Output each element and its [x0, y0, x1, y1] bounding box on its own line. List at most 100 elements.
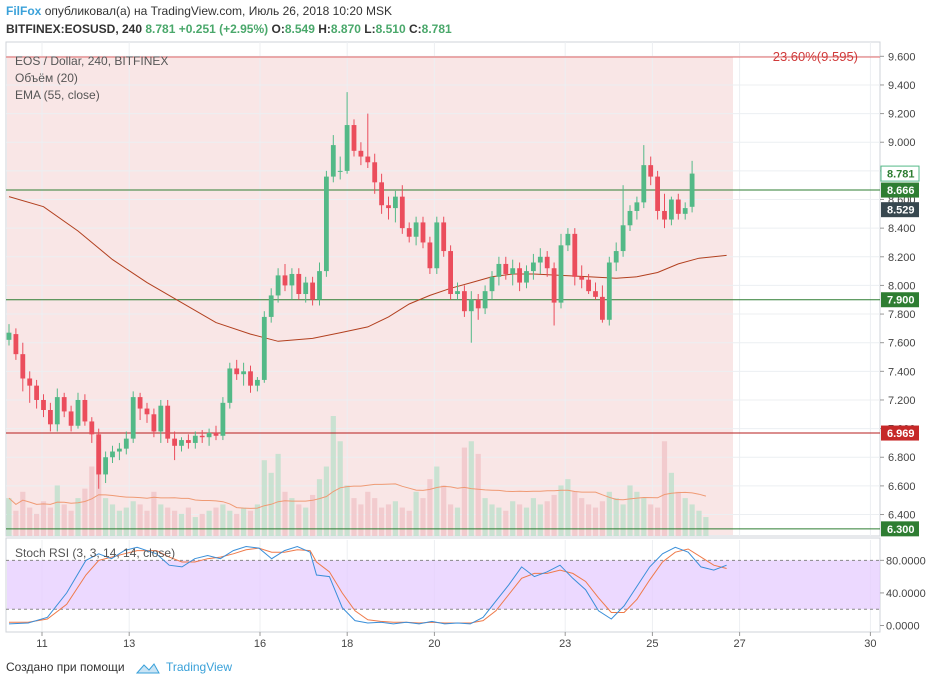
candle-body [34, 385, 39, 400]
candle-body [220, 402, 226, 436]
time-tick-label: 30 [864, 638, 876, 650]
stoch-grid [41, 540, 871, 632]
candle [655, 170, 660, 220]
candle [448, 245, 453, 300]
candle [489, 271, 495, 300]
stoch-band [7, 560, 880, 610]
candle [123, 431, 129, 455]
candle [289, 268, 295, 300]
volume-bar [344, 485, 350, 536]
candle-body [600, 296, 605, 320]
publisher-name[interactable]: FilFox [6, 4, 42, 18]
price-label-box [880, 165, 920, 182]
volume-bar [234, 513, 240, 536]
volume-bar [537, 504, 543, 536]
price-tick-label: 8.200 [888, 252, 916, 264]
candle [268, 288, 274, 323]
candle-body [579, 276, 585, 280]
candle [310, 276, 315, 306]
stoch-axis[interactable]: 80.0000 40.0000 0.0000 [880, 555, 926, 632]
candle [455, 282, 460, 300]
candle [510, 259, 516, 286]
time-axis[interactable]: 11 13 16 18 20 23 25 27 30 [6, 631, 880, 650]
ema-line [8, 196, 727, 342]
candle-body [462, 291, 467, 312]
candle-body [89, 421, 95, 435]
volume-bar [13, 510, 19, 536]
candle-body [468, 299, 474, 312]
volume-bar [192, 517, 198, 536]
candle-body [213, 432, 219, 436]
price-axis[interactable]: 9.6009.4009.2009.0008.8008.6008.4008.200… [880, 51, 916, 522]
price-tick-label: 6.400 [888, 510, 916, 522]
volume-bar [448, 504, 454, 536]
candle-body [669, 199, 674, 220]
volume-bar [592, 507, 599, 536]
volume-bar [323, 466, 329, 536]
candle [110, 445, 115, 463]
volume-bar [172, 510, 178, 536]
volume-bar [213, 507, 219, 536]
candle-body [158, 405, 164, 432]
volume-bar [682, 498, 688, 536]
candle [179, 437, 184, 452]
candle [54, 388, 60, 432]
horizontal-levels[interactable] [6, 189, 880, 530]
volume-bar [385, 504, 392, 536]
chart-header: FilFox опубликовал(а) на TradingView.com… [0, 0, 939, 40]
candle-body [337, 170, 343, 172]
volume-bar [316, 479, 323, 536]
candles[interactable] [6, 92, 695, 489]
volume-bar [310, 494, 316, 536]
candle-body [255, 379, 260, 386]
stoch-legend: Stoch RSI (3, 3, 14, 14, close) [15, 546, 175, 560]
candle [379, 173, 384, 214]
candle [648, 156, 654, 186]
candle [227, 362, 233, 409]
volume-bar [454, 507, 461, 536]
volume-bar [675, 491, 681, 536]
volume-bar [34, 513, 40, 536]
volume-bar [337, 441, 343, 536]
price-tick-label: 8.000 [888, 280, 916, 292]
candle-body [268, 295, 274, 317]
candle [544, 251, 550, 277]
volume-bar [544, 501, 550, 536]
volume-bar [668, 472, 674, 536]
volume-bar [130, 501, 136, 536]
volume-bar [434, 466, 440, 536]
volume-bar [655, 507, 661, 536]
tradingview-brand[interactable]: TradingView [165, 660, 233, 674]
candle-body [68, 411, 74, 426]
price-label: 6.300 [887, 524, 915, 536]
volume-bar [441, 485, 447, 536]
volume-bar [641, 498, 647, 536]
volume-bar [558, 485, 564, 536]
high-value: 8.870 [330, 22, 361, 36]
volume-bar [420, 498, 426, 536]
volume-bar [586, 504, 592, 536]
candle [199, 430, 205, 443]
candle [13, 328, 19, 360]
volume-bar [427, 479, 433, 536]
candle [241, 362, 246, 386]
price-tick-label: 9.400 [888, 80, 916, 92]
candle-body [620, 225, 626, 252]
candle [413, 216, 419, 246]
publish-line: FilFox опубликовал(а) на TradingView.com… [6, 4, 392, 18]
volume-bar [185, 507, 191, 536]
candle-body [96, 434, 102, 475]
candle-body [448, 251, 453, 295]
candle-body [613, 251, 619, 263]
candle-body [234, 368, 240, 375]
candle-body [227, 368, 233, 403]
candle-body [675, 199, 681, 214]
volume-bar [82, 488, 88, 536]
stoch-tick-label: 0.0000 [886, 620, 920, 632]
time-tick-label: 16 [254, 638, 266, 650]
candle-body [379, 182, 384, 206]
candle-body [303, 282, 309, 295]
candle [606, 256, 612, 326]
candle-body [358, 150, 364, 157]
